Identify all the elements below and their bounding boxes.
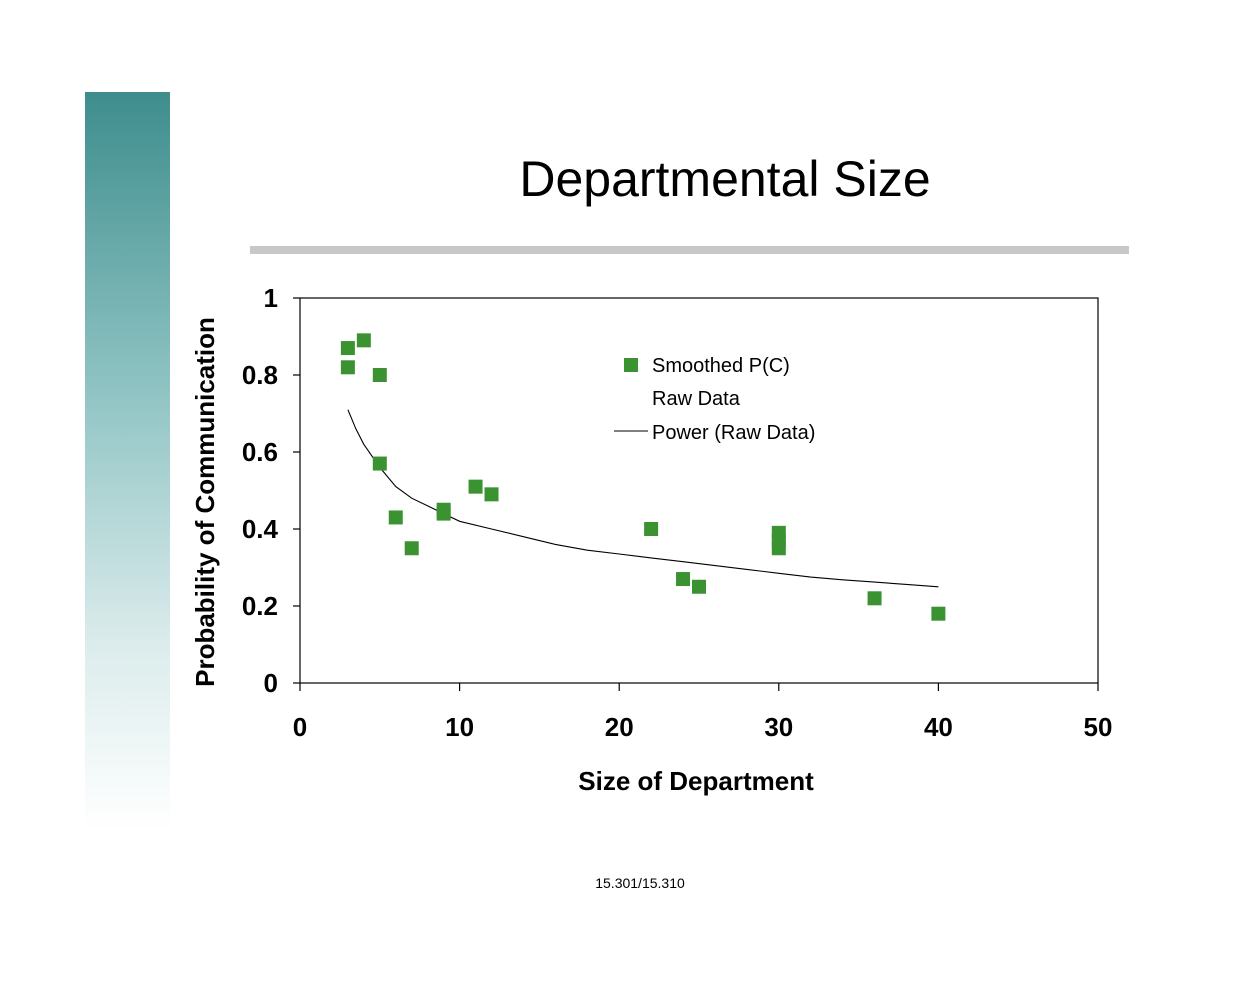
plot-area — [299, 297, 1099, 684]
data-point — [692, 579, 706, 594]
data-point — [484, 487, 499, 502]
y-tick-label: 0.6 — [242, 437, 278, 467]
course-number: 15.301/15.310 — [595, 875, 685, 891]
data-point — [676, 572, 691, 587]
x-axis-title: Size of Department — [578, 766, 814, 796]
data-point — [931, 606, 946, 621]
y-axis-title: Probability of Communication — [190, 317, 220, 687]
data-point — [340, 360, 355, 375]
title-divider — [250, 246, 1129, 254]
data-point — [404, 541, 419, 556]
x-tick-label: 50 — [1084, 712, 1113, 742]
x-tick-label: 30 — [764, 712, 793, 742]
y-tick-label: 0.8 — [242, 360, 278, 390]
power-trendline — [347, 409, 939, 588]
legend: Smoothed P(C) Raw Data Power (Raw Data) — [614, 355, 815, 444]
data-point — [644, 522, 659, 536]
legend-label-raw: Raw Data — [652, 388, 741, 410]
data-point — [372, 368, 387, 382]
y-tick-label: 0.2 — [242, 591, 278, 621]
data-point — [867, 591, 882, 606]
x-tick-label: 20 — [605, 712, 634, 742]
x-tick-label: 10 — [445, 712, 474, 742]
y-tick-label: 1 — [264, 283, 278, 313]
x-tick-label: 0 — [293, 712, 307, 742]
y-tick-label: 0.4 — [242, 514, 279, 544]
y-tick-label: 0 — [264, 668, 278, 698]
slide-title: Departmental Size — [519, 151, 931, 207]
data-points — [340, 333, 946, 621]
x-axis: 0 10 20 30 40 50 — [293, 683, 1113, 742]
data-point — [436, 506, 451, 521]
data-point — [468, 479, 483, 494]
legend-label-power: Power (Raw Data) — [652, 422, 815, 444]
data-point — [372, 456, 387, 471]
data-point — [388, 510, 403, 525]
x-tick-label: 40 — [924, 712, 953, 742]
legend-marker-smoothed — [624, 358, 638, 372]
y-axis: 0 0.2 0.4 0.6 0.8 1 — [242, 283, 300, 698]
legend-label-smoothed: Smoothed P(C) — [652, 355, 790, 377]
data-point — [340, 341, 355, 356]
data-point — [771, 541, 786, 556]
data-point — [356, 333, 371, 348]
decorative-sidebar — [85, 92, 170, 830]
